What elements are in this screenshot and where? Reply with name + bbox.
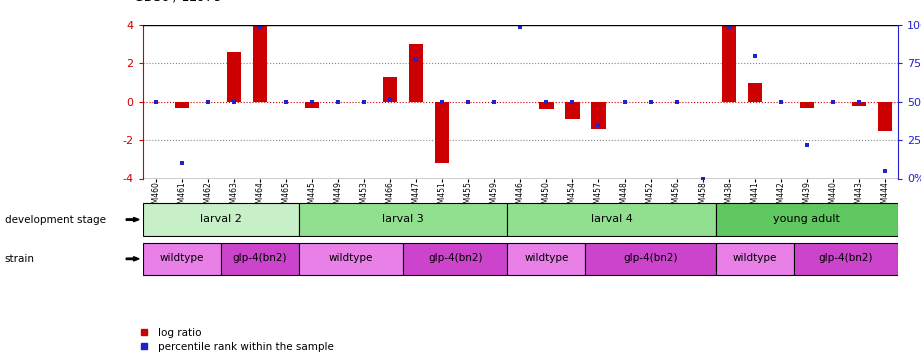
Text: glp-4(bn2): glp-4(bn2) — [624, 253, 678, 263]
Bar — [799, 102, 814, 107]
Bar — [403, 243, 507, 275]
Bar — [227, 52, 241, 102]
Text: wildtype: wildtype — [329, 253, 373, 263]
Text: strain: strain — [5, 254, 35, 264]
Text: GDS6 / 12978: GDS6 / 12978 — [134, 0, 221, 4]
Text: development stage: development stage — [5, 215, 106, 225]
Text: glp-4(bn2): glp-4(bn2) — [233, 253, 287, 263]
Bar — [221, 243, 299, 275]
Bar — [721, 25, 736, 102]
Bar — [591, 102, 606, 129]
Bar — [175, 102, 189, 107]
Text: larval 4: larval 4 — [590, 214, 633, 224]
Legend: log ratio, percentile rank within the sample: log ratio, percentile rank within the sa… — [139, 328, 333, 352]
Text: young adult: young adult — [774, 214, 840, 224]
Bar — [383, 77, 397, 102]
Bar — [586, 243, 716, 275]
Bar — [299, 243, 403, 275]
Bar — [539, 102, 554, 109]
Bar — [748, 82, 762, 102]
Text: wildtype: wildtype — [159, 253, 204, 263]
Text: larval 3: larval 3 — [382, 214, 424, 224]
Bar — [305, 102, 320, 107]
Text: glp-4(bn2): glp-4(bn2) — [819, 253, 873, 263]
Bar — [565, 102, 579, 119]
Bar — [299, 203, 507, 236]
Bar — [252, 25, 267, 102]
Text: wildtype: wildtype — [732, 253, 777, 263]
Bar — [878, 102, 892, 131]
Bar — [409, 44, 424, 102]
Bar — [716, 203, 898, 236]
Bar — [794, 243, 898, 275]
Bar — [507, 203, 716, 236]
Bar — [716, 243, 794, 275]
Bar — [143, 243, 221, 275]
Bar — [143, 203, 299, 236]
Bar — [852, 102, 866, 106]
Bar — [435, 102, 449, 163]
Bar — [507, 243, 586, 275]
Text: glp-4(bn2): glp-4(bn2) — [428, 253, 483, 263]
Text: wildtype: wildtype — [524, 253, 568, 263]
Text: larval 2: larval 2 — [200, 214, 242, 224]
